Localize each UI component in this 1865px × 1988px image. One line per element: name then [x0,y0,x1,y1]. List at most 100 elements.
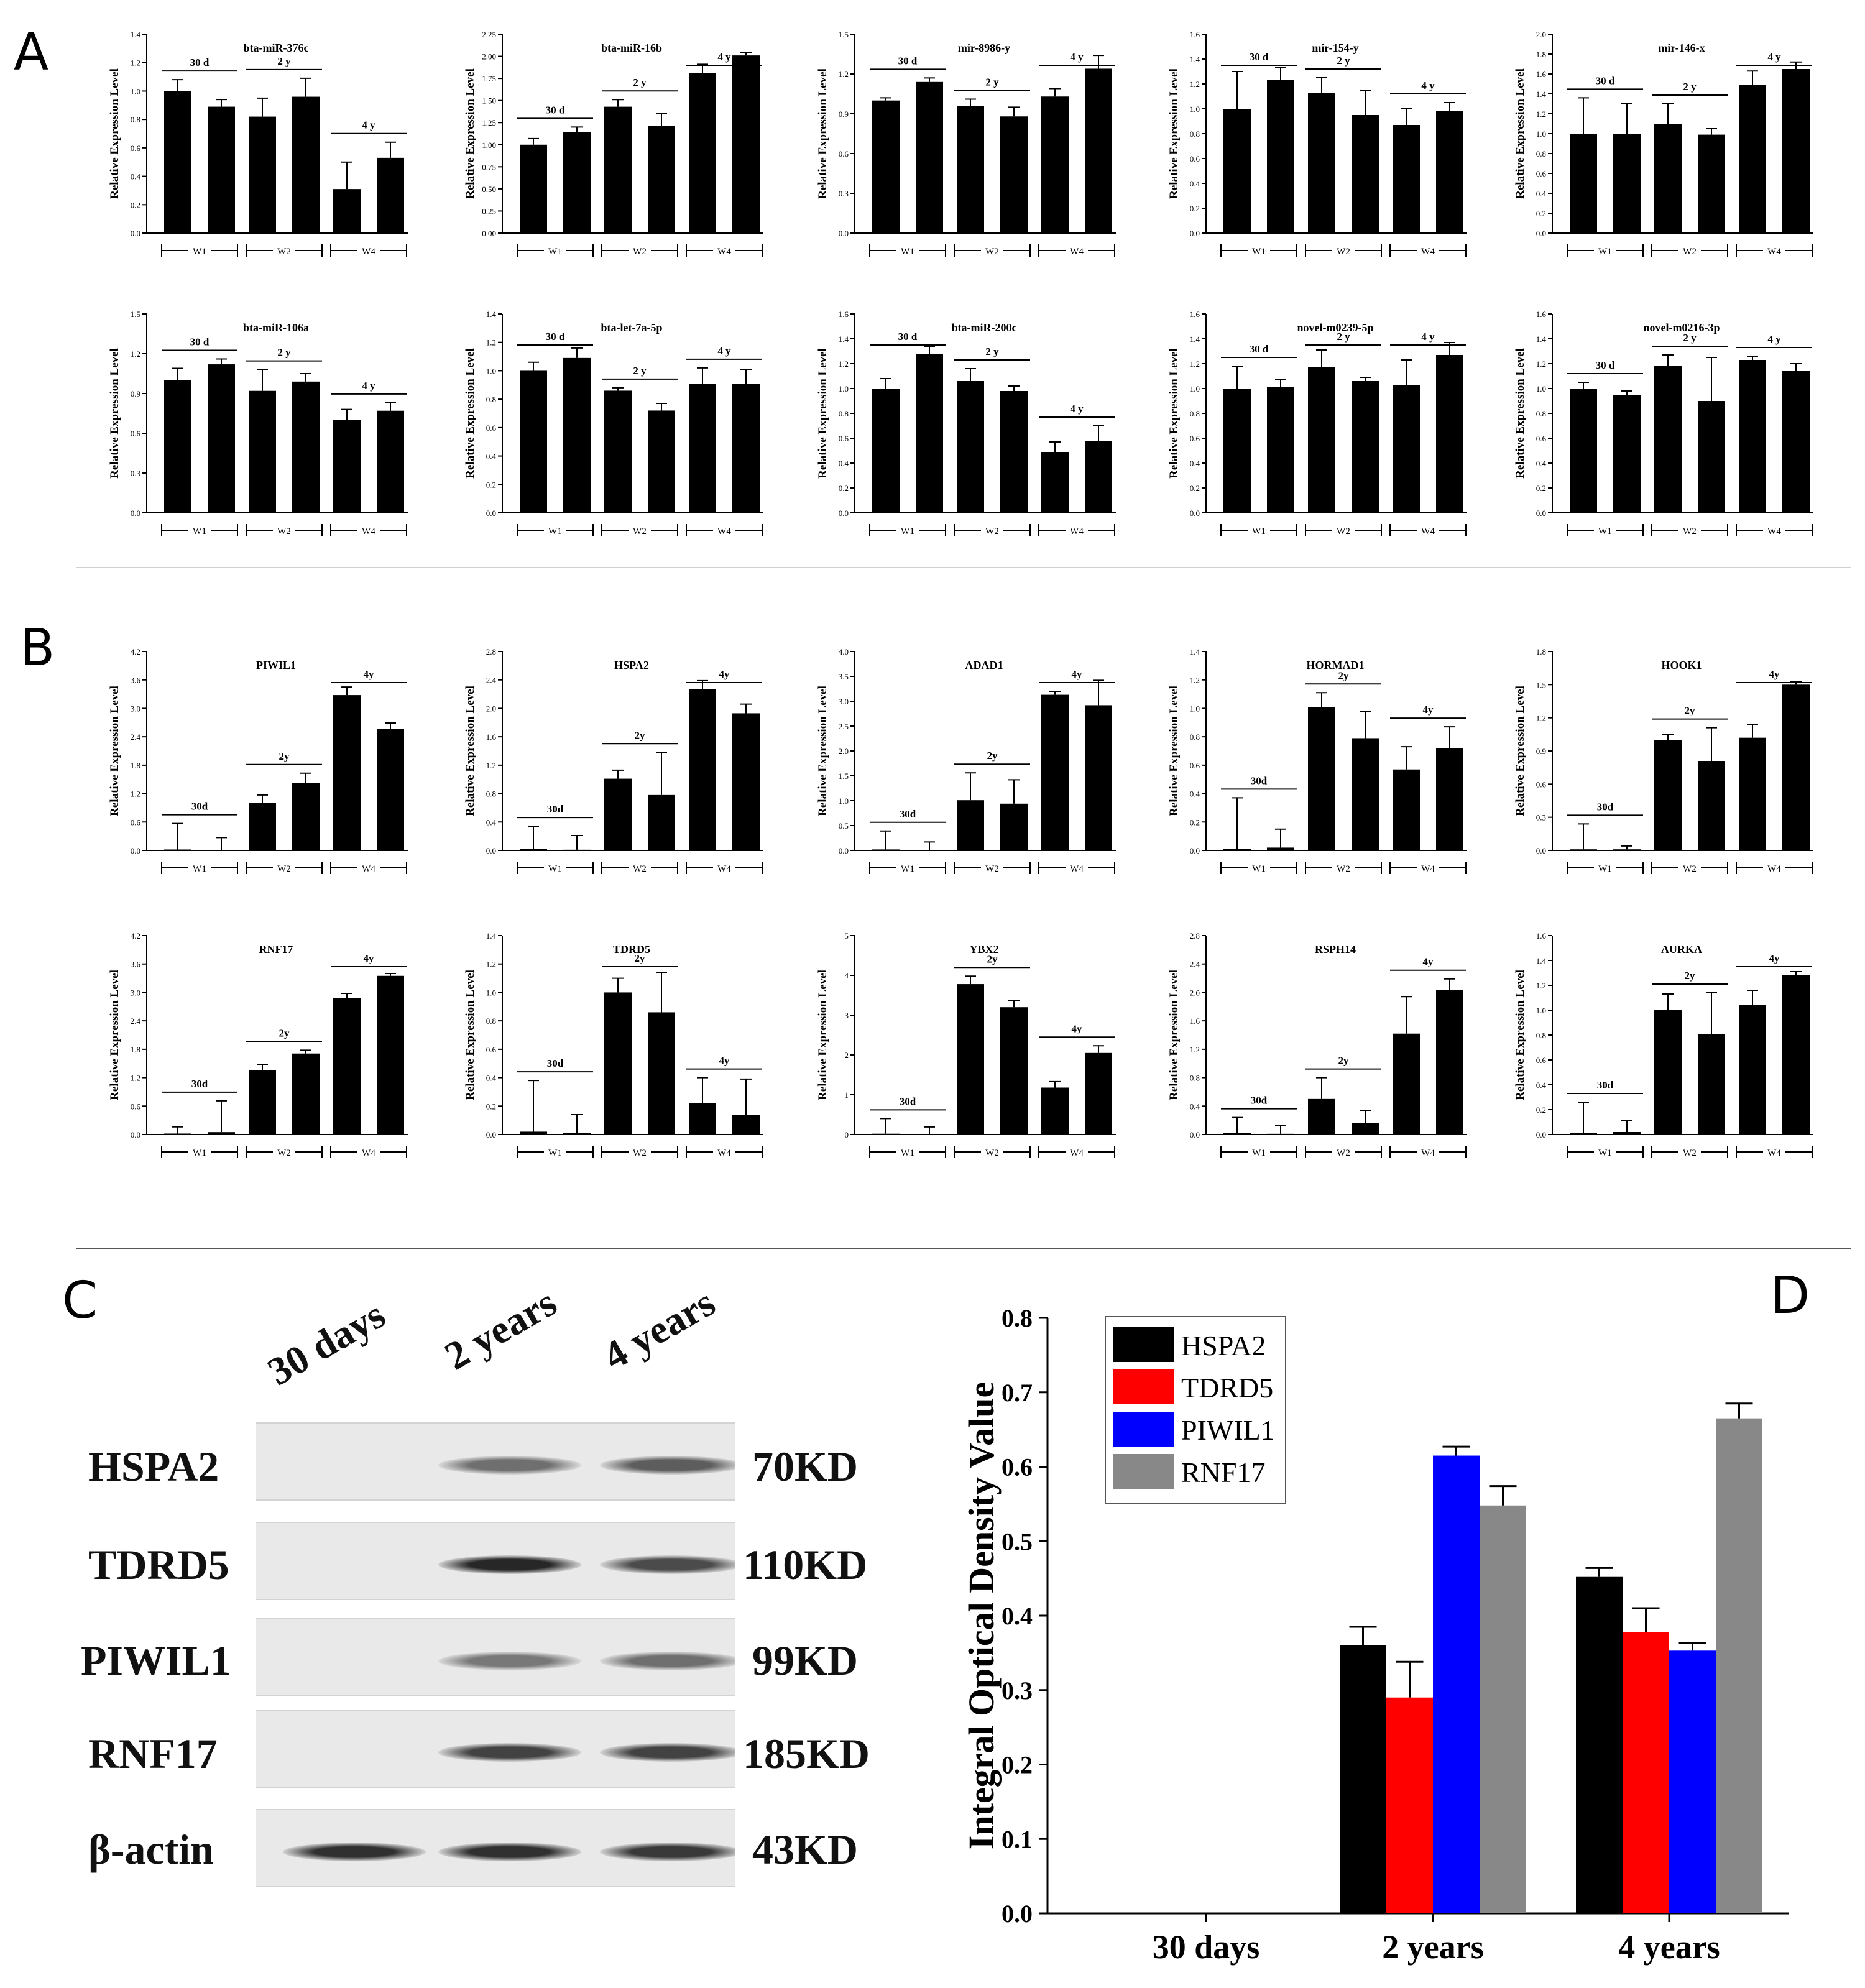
bar [1041,452,1069,513]
bar [1000,116,1028,233]
bar [1782,975,1810,1134]
week-label: W4 [362,864,375,874]
chart-TDRD5: Relative Expression Level 0.0 0.2 0.4 0.6 0.8… [464,931,763,1158]
y-tick-label: 2.0 [1190,988,1200,997]
week-label-bg [1417,1146,1439,1158]
week-label: W1 [1252,1148,1266,1158]
group-label: 30d [1251,1095,1268,1107]
week-label-bg [629,862,651,874]
week-label: W1 [193,527,206,536]
y-tick-label: 2.4 [131,732,141,742]
group-label: 4y [1072,1023,1083,1034]
y-tick-label: 1.0 [131,86,140,96]
y-tick-label: 0.3 [839,189,849,198]
blot-band [438,1456,581,1475]
y-tick-label: 1.4 [1536,334,1547,344]
week-label: W2 [633,864,647,874]
blot-strip [256,1809,735,1887]
bar [1739,1005,1766,1134]
chart-title: novel-m0216-3p [1644,321,1720,334]
blot-band [438,1843,581,1861]
bar [1223,849,1251,850]
y-tick-label: 0.8 [486,1016,496,1026]
chart-title: RNF17 [259,943,293,955]
group-label: 2y [1685,705,1696,717]
y-tick-label: 0.6 [131,429,141,438]
y-tick-label: 1.0 [1190,104,1200,114]
bar [1698,1034,1725,1134]
bar [292,381,320,513]
y-axis-label: Relative Expression Level [108,348,121,479]
week-label-bg [1594,524,1616,536]
y-tick-label: 5 [845,931,849,941]
group-label: 30 d [546,331,565,343]
y-tick-label: 0.2 [1536,209,1546,218]
week-label-bg [1417,244,1439,257]
group-label: 4 y [1421,80,1435,91]
group-label: 2y [635,952,646,964]
group-label: 4y [1769,668,1780,680]
chart-PIWIL1: Relative Expression Level 0.0 0.6 1.2 1.8 2.4… [108,647,408,874]
chart-title: bta-miR-200c [952,321,1017,334]
bar [249,116,276,233]
y-axis-label: Relative Expression Level [464,348,477,479]
y-tick-label: 1.0 [1536,384,1546,393]
group-label: 30 d [1250,343,1269,355]
group-label: 2 y [277,347,291,359]
chart-bta-miR-106a: Relative Expression Level 0.0 0.3 0.6 0.9 1.2… [108,310,408,536]
group-label: 2 y [1337,331,1350,343]
bar [1570,389,1597,513]
bar [1085,441,1112,513]
bar [648,410,675,513]
y-tick-label: 0.8 [1536,1031,1546,1040]
bar [1613,1132,1641,1134]
bar [648,126,675,233]
group-label: 2 y [985,346,999,357]
group-label: 4 y [717,51,731,63]
y-tick-label: 0.0 [131,846,140,855]
y-tick-label: 0.6 [1190,154,1200,163]
y-tick-label: 0.6 [1536,780,1547,789]
y-tick-label: 1.75 [482,74,496,83]
week-label: W2 [277,527,291,536]
bar [1698,134,1725,233]
y-tick-label: 0.4 [1190,179,1200,188]
bar [1041,96,1069,233]
bar [604,106,632,233]
bar [520,144,547,233]
y-tick-label: 1.0 [486,988,496,997]
chart-title: HOOK1 [1661,659,1702,671]
y-tick-label: 1.0 [1536,129,1546,139]
y-tick-label: 1.6 [839,310,849,319]
y-tick-label: 4.2 [131,931,140,941]
blot-band [600,1555,735,1574]
group-label: 2 y [633,365,647,377]
y-tick-label: 0.4 [839,459,849,468]
group-label: 4y [1769,952,1780,964]
blot-band [600,1652,735,1670]
bar [292,783,320,850]
y-tick-label: 1.0 [486,366,496,375]
week-label: W1 [901,864,914,874]
week-label-bg [1332,524,1355,536]
week-label-bg [1248,1146,1270,1158]
bar [1393,125,1420,233]
week-label: W4 [1421,864,1435,874]
bar [732,713,760,850]
week-label-bg [188,524,211,536]
week-label-bg [1763,244,1785,257]
week-label-bg [629,244,651,257]
y-tick-label: 0.6 [1536,434,1547,443]
bar [1436,748,1463,850]
y-tick-label: 1.5 [1536,680,1546,689]
week-label: W2 [1337,527,1350,536]
bar [208,364,235,513]
group-label: 4 y [1070,51,1084,63]
chart-bta-miR-376c: Relative Expression Level 0.0 0.2 0.4 0.6 0.8… [108,30,408,257]
week-label-bg [1678,862,1701,874]
bar [1352,738,1379,850]
week-label: W4 [362,247,375,257]
bar [377,975,404,1134]
week-label-bg [713,862,735,874]
y-tick-label: 1.4 [486,931,497,941]
